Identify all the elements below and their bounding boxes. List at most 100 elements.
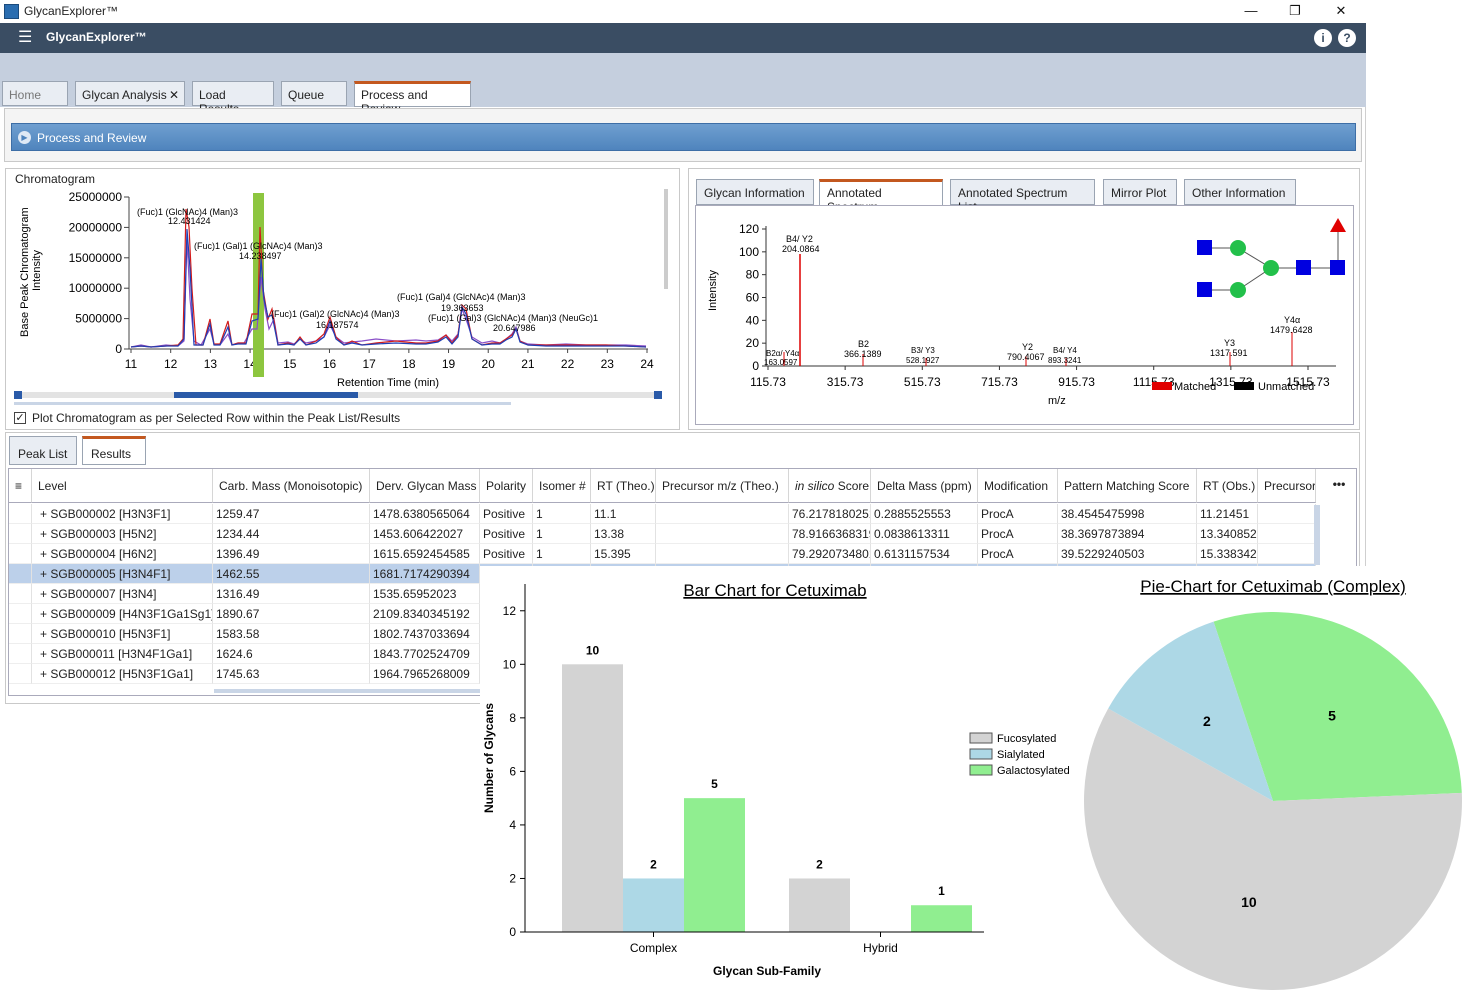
row-indicator[interactable] bbox=[9, 644, 32, 664]
table-cell[interactable]: 1964.7965268009 bbox=[370, 664, 480, 684]
bar-galactosylated[interactable] bbox=[684, 798, 745, 932]
table-cell[interactable]: 1615.6592454585 bbox=[370, 544, 480, 564]
pie-slice-fucosylated[interactable] bbox=[1084, 708, 1462, 990]
table-cell[interactable]: 1890.67 bbox=[213, 604, 370, 624]
column-header[interactable]: RT (Theo.) bbox=[591, 469, 656, 503]
tab-peak-list[interactable]: Peak List bbox=[9, 436, 77, 465]
maximize-button[interactable]: ❐ bbox=[1289, 3, 1301, 18]
table-cell[interactable]: 15.338342 bbox=[1197, 544, 1258, 564]
table-cell[interactable]: + SGB000011 [H3N4F1Ga1] bbox=[32, 644, 213, 664]
table-cell[interactable]: 1478.6380565064 bbox=[370, 504, 480, 524]
table-cell[interactable]: 11.1 bbox=[591, 504, 656, 524]
table-cell[interactable]: 79.2920734801 bbox=[789, 544, 871, 564]
row-indicator[interactable] bbox=[9, 564, 32, 584]
column-header[interactable]: Carb. Mass (Monoisotopic) bbox=[213, 469, 370, 503]
table-cell[interactable] bbox=[656, 504, 789, 524]
row-indicator[interactable] bbox=[9, 524, 32, 544]
process-review-header[interactable]: ▶ Process and Review bbox=[11, 123, 1356, 151]
close-window-button[interactable]: ✕ bbox=[1335, 3, 1347, 18]
row-indicator[interactable] bbox=[9, 544, 32, 564]
tab-results[interactable]: Results bbox=[82, 436, 146, 465]
row-indicator[interactable] bbox=[9, 584, 32, 604]
table-cell[interactable]: 0.2885525553 bbox=[871, 504, 978, 524]
tab-process-and-review[interactable]: Process and Review bbox=[354, 81, 471, 116]
column-header[interactable]: Derv. Glycan Mass bbox=[370, 469, 480, 503]
info-icon[interactable]: i bbox=[1314, 29, 1332, 47]
table-cell[interactable]: 1 bbox=[533, 504, 591, 524]
table-cell[interactable]: 38.3697873894 bbox=[1058, 524, 1197, 544]
pie-slice-galactosylated[interactable] bbox=[1213, 612, 1462, 801]
table-cell[interactable]: Positive bbox=[480, 504, 533, 524]
scroll-right-icon[interactable] bbox=[654, 391, 662, 399]
table-cell[interactable]: + SGB000007 [H3N4] bbox=[32, 584, 213, 604]
bar-fucosylated[interactable] bbox=[789, 878, 850, 932]
table-cell[interactable]: 1 bbox=[533, 544, 591, 564]
bar-fucosylated[interactable] bbox=[562, 664, 623, 932]
table-cell[interactable]: + SGB000005 [H3N4F1] bbox=[32, 564, 213, 584]
plot-chromatogram-checkbox[interactable]: ✓ bbox=[14, 412, 26, 424]
minimize-button[interactable]: — bbox=[1244, 3, 1258, 18]
tab-glycan-analysis[interactable]: Glycan Analysis ✕ bbox=[75, 81, 185, 106]
table-cell[interactable] bbox=[1258, 524, 1316, 544]
bar-galactosylated[interactable] bbox=[911, 905, 972, 932]
table-cell[interactable]: 1802.7437033694 bbox=[370, 624, 480, 644]
table-cell[interactable]: 13.38 bbox=[591, 524, 656, 544]
column-header[interactable]: Isomer # bbox=[533, 469, 591, 503]
table-cell[interactable]: 1583.58 bbox=[213, 624, 370, 644]
tab-annotated-spectrum[interactable]: Annotated Spectrum bbox=[819, 179, 943, 214]
table-cell[interactable]: 0.6131157534 bbox=[871, 544, 978, 564]
table-cell[interactable]: ProcA bbox=[978, 524, 1058, 544]
table-cell[interactable]: 1535.65952023 bbox=[370, 584, 480, 604]
tab-load-results[interactable]: Load Results bbox=[192, 81, 274, 116]
table-cell[interactable]: 78.9166368319 bbox=[789, 524, 871, 544]
row-indicator[interactable] bbox=[9, 624, 32, 644]
tab-home[interactable]: Home bbox=[2, 81, 68, 106]
help-icon[interactable]: ? bbox=[1338, 29, 1356, 47]
column-header[interactable]: Modification bbox=[978, 469, 1058, 503]
scroll-left-icon[interactable] bbox=[14, 391, 22, 399]
column-header[interactable]: in silico Score bbox=[789, 469, 871, 503]
column-header[interactable]: Level bbox=[32, 469, 213, 503]
tab-mirror-plot[interactable]: Mirror Plot bbox=[1103, 179, 1177, 205]
table-cell[interactable]: 1843.7702524709 bbox=[370, 644, 480, 664]
table-cell[interactable]: + SGB000004 [H6N2] bbox=[32, 544, 213, 564]
row-indicator[interactable] bbox=[9, 504, 32, 524]
annotated-spectrum-plot[interactable]: 120 100 80 60 40 20 0 115.73 315.73 515.73 715.73… bbox=[696, 206, 1353, 424]
table-cell[interactable]: + SGB000010 [H5N3F1] bbox=[32, 624, 213, 644]
table-cell[interactable]: 39.5229240503 bbox=[1058, 544, 1197, 564]
table-cell[interactable]: 1 bbox=[533, 524, 591, 544]
table-cell[interactable]: 1453.606422027 bbox=[370, 524, 480, 544]
table-cell[interactable]: Positive bbox=[480, 524, 533, 544]
table-vertical-scrollbar[interactable] bbox=[1314, 505, 1320, 565]
tab-queue[interactable]: Queue bbox=[281, 81, 347, 106]
table-cell[interactable]: 11.21451 bbox=[1197, 504, 1258, 524]
table-cell[interactable]: 15.395 bbox=[591, 544, 656, 564]
tab-glycan-information[interactable]: Glycan Information bbox=[696, 179, 814, 205]
chromatogram-scrollbar-2[interactable] bbox=[14, 402, 511, 405]
table-cell[interactable]: + SGB000003 [H5N2] bbox=[32, 524, 213, 544]
table-cell[interactable]: 1259.47 bbox=[213, 504, 370, 524]
table-cell[interactable]: 1316.49 bbox=[213, 584, 370, 604]
table-cell[interactable]: + SGB000012 [H5N3F1Ga1] bbox=[32, 664, 213, 684]
hamburger-menu-icon[interactable]: ☰ bbox=[18, 29, 33, 46]
table-cell[interactable] bbox=[1258, 504, 1316, 524]
chromatogram-plot[interactable]: 25000000 20000000 15000000 10000000 5000000 0… bbox=[6, 169, 679, 429]
tab-annotated-spectrum-list[interactable]: Annotated Spectrum List bbox=[950, 179, 1095, 214]
row-indicator[interactable] bbox=[9, 664, 32, 684]
table-cell[interactable]: 1681.7174290394 bbox=[370, 564, 480, 584]
column-header[interactable]: Precursor m/z (Theo.) bbox=[656, 469, 789, 503]
more-columns-button[interactable]: ••• bbox=[1322, 469, 1356, 503]
tab-other-information[interactable]: Other Information bbox=[1184, 179, 1296, 205]
column-header[interactable]: RT (Obs.) bbox=[1197, 469, 1258, 503]
table-cell[interactable] bbox=[656, 524, 789, 544]
chromatogram-scroll-thumb[interactable] bbox=[174, 392, 358, 398]
table-cell[interactable]: ProcA bbox=[978, 544, 1058, 564]
table-cell[interactable]: + SGB000009 [H4N3F1Ga1Sg1] bbox=[32, 604, 213, 624]
close-tab-icon[interactable]: ✕ bbox=[168, 88, 179, 102]
bar-sialylated[interactable] bbox=[623, 878, 684, 932]
pie-slice-sialylated[interactable] bbox=[1108, 621, 1273, 801]
table-cell[interactable]: 1462.55 bbox=[213, 564, 370, 584]
table-cell[interactable]: 2109.8340345192 bbox=[370, 604, 480, 624]
row-indicator[interactable] bbox=[9, 604, 32, 624]
column-header[interactable]: Delta Mass (ppm) bbox=[871, 469, 978, 503]
